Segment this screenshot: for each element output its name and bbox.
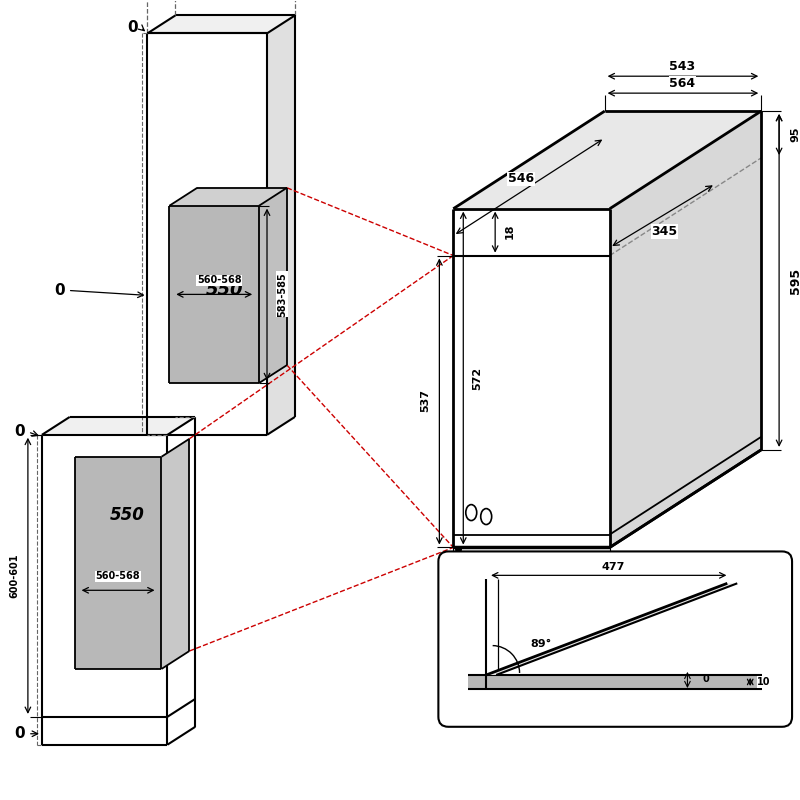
Polygon shape — [610, 111, 761, 547]
Ellipse shape — [466, 505, 477, 521]
Text: 543: 543 — [670, 60, 695, 73]
Text: 95: 95 — [790, 126, 800, 142]
Text: 550: 550 — [110, 506, 145, 523]
Text: 10: 10 — [758, 677, 771, 687]
Polygon shape — [486, 583, 738, 675]
Text: 89°: 89° — [530, 639, 551, 649]
Text: 537: 537 — [421, 390, 430, 413]
FancyBboxPatch shape — [438, 551, 792, 726]
Polygon shape — [454, 111, 761, 209]
Text: 0: 0 — [14, 726, 26, 742]
Text: 560-568: 560-568 — [197, 275, 242, 286]
Polygon shape — [42, 417, 195, 435]
Polygon shape — [468, 675, 762, 689]
Text: 18: 18 — [505, 224, 515, 239]
Polygon shape — [147, 15, 295, 34]
Text: 0: 0 — [702, 674, 709, 684]
Text: 0: 0 — [54, 283, 65, 298]
Text: 560-568: 560-568 — [95, 571, 140, 582]
Polygon shape — [162, 439, 190, 669]
Text: 345: 345 — [651, 225, 678, 238]
Text: 550: 550 — [206, 282, 243, 299]
Polygon shape — [170, 206, 259, 383]
Ellipse shape — [481, 509, 492, 525]
Text: 546: 546 — [508, 172, 534, 186]
Text: 20: 20 — [494, 554, 509, 563]
Polygon shape — [170, 188, 287, 206]
Text: 583-585: 583-585 — [277, 272, 287, 317]
Polygon shape — [259, 188, 287, 383]
Polygon shape — [454, 209, 610, 547]
Text: 477: 477 — [601, 562, 625, 572]
Polygon shape — [74, 457, 162, 669]
Text: 572: 572 — [472, 366, 482, 390]
Text: 0: 0 — [14, 424, 26, 439]
Text: 595: 595 — [518, 590, 544, 604]
Text: 564: 564 — [670, 77, 695, 90]
Polygon shape — [267, 15, 295, 435]
Text: 5: 5 — [466, 554, 472, 564]
Text: 600-601: 600-601 — [9, 553, 19, 598]
Text: 0: 0 — [127, 20, 138, 35]
Text: 595: 595 — [789, 267, 800, 294]
